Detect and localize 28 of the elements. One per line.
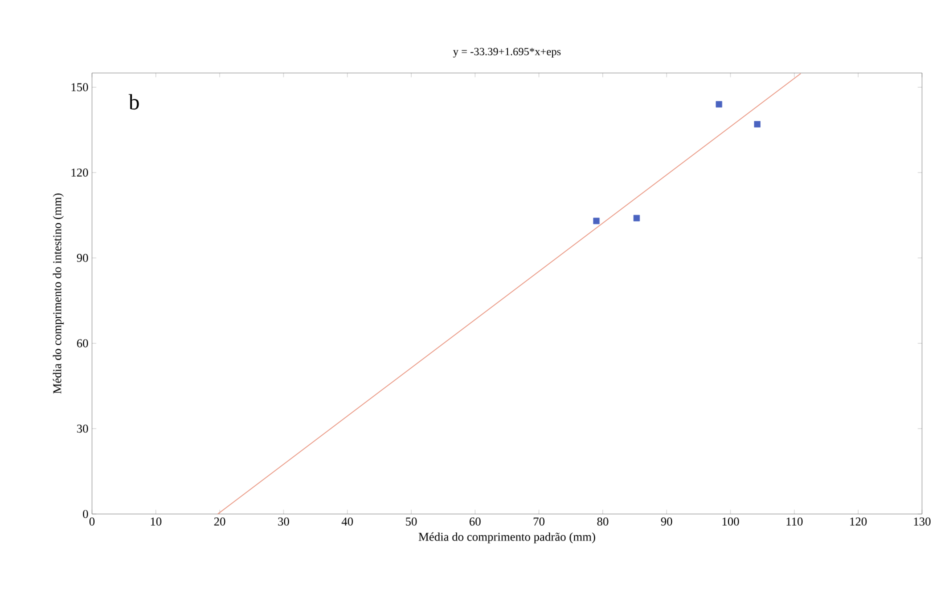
x-tick-label: 60 [470,518,481,526]
x-tick-label: 110 [786,518,803,526]
annotation: b [128,94,139,110]
x-tick-label: 70 [534,518,544,526]
point [716,101,722,108]
x-tick-label: 50 [406,518,417,526]
x-tick-label: 40 [342,518,353,526]
point [593,218,600,224]
x-tick-label: 30 [278,518,290,526]
y-tick-label: 90 [76,254,88,262]
point [633,214,640,222]
y-axis-title: Média do comprimento do intestino (mm) [52,194,64,394]
x-tick-label: 90 [661,518,672,526]
x-tick-label: 100 [722,518,739,526]
x-tick-label: 10 [150,518,162,526]
x-tick-label: 80 [597,518,608,526]
x-tick-label: 120 [850,518,867,526]
y-tick-label: 30 [77,424,88,433]
y-tick-label: 0 [82,510,88,518]
y-tick-label: 120 [72,168,88,177]
y-tick-label: 150 [72,83,88,92]
x-tick-label: 20 [214,518,226,526]
chart-title: y = -33.39+1.695*x+eps [453,48,561,58]
x-tick-label: 130 [914,518,931,526]
x-axis-title: Média do comprimento padrão (mm) [418,532,596,544]
y-tick-label: 60 [77,339,88,348]
point [754,121,760,128]
x-tick-label: 0 [89,518,95,526]
